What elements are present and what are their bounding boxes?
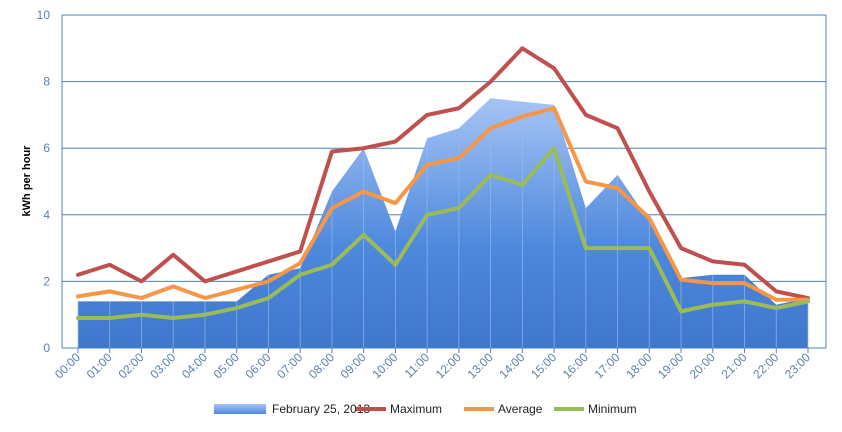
legend-swatch-0 bbox=[214, 404, 266, 414]
x-tick-label-9: 09:00 bbox=[338, 350, 369, 381]
y-tick-label-4: 8 bbox=[43, 75, 50, 89]
x-tick-label-15: 15:00 bbox=[528, 350, 559, 381]
area-series-0 bbox=[78, 98, 808, 348]
x-tick-label-16: 16:00 bbox=[560, 350, 591, 381]
x-tick-label-5: 05:00 bbox=[211, 350, 242, 381]
x-tick-label-22: 22:00 bbox=[750, 350, 781, 381]
legend-label-1: Maximum bbox=[390, 402, 442, 416]
x-tick-label-0: 00:00 bbox=[52, 350, 83, 381]
y-axis-ticks: 0 2 4 6 8 10 bbox=[37, 8, 51, 355]
x-tick-label-17: 17:00 bbox=[592, 350, 623, 381]
line-series-1 bbox=[76, 46, 810, 301]
x-tick-label-18: 18:00 bbox=[623, 350, 654, 381]
y-tick-label-5: 10 bbox=[37, 8, 51, 22]
x-tick-label-10: 10:00 bbox=[369, 350, 400, 381]
y-tick-label-3: 6 bbox=[43, 141, 50, 155]
y-tick-label-1: 2 bbox=[43, 274, 50, 288]
y-axis-label: kWh per hour bbox=[21, 145, 33, 217]
x-axis-ticks: 00:00 01:00 02:00 03:00 04:00 05:00 06:00 07:00… bbox=[52, 350, 813, 381]
x-tick-label-12: 12:00 bbox=[433, 350, 464, 381]
x-tick-label-8: 08:00 bbox=[306, 350, 337, 381]
line-series-3 bbox=[76, 146, 810, 321]
area-series-layer bbox=[78, 98, 808, 348]
legend-label-3: Minimum bbox=[588, 402, 637, 416]
y-tick-label-2: 4 bbox=[43, 208, 50, 222]
x-tick-label-14: 14:00 bbox=[496, 350, 527, 381]
x-tick-label-1: 01:00 bbox=[84, 350, 115, 381]
x-tick-label-13: 13:00 bbox=[465, 350, 496, 381]
line-series-layer bbox=[76, 46, 810, 321]
x-tick-label-20: 20:00 bbox=[687, 350, 718, 381]
y-tick-label-0: 0 bbox=[43, 341, 50, 355]
legend-label-2: Average bbox=[498, 402, 543, 416]
line-series-2 bbox=[76, 106, 810, 302]
x-tick-label-11: 11:00 bbox=[402, 350, 433, 381]
legend: February 25, 2013 Maximum Average Minimum bbox=[214, 402, 637, 416]
x-tick-label-21: 21:00 bbox=[719, 350, 750, 381]
x-tick-label-19: 19:00 bbox=[655, 350, 686, 381]
x-tick-label-2: 02:00 bbox=[115, 350, 146, 381]
x-tick-label-6: 06:00 bbox=[242, 350, 273, 381]
x-tick-label-4: 04:00 bbox=[179, 350, 210, 381]
x-tick-label-7: 07:00 bbox=[274, 350, 305, 381]
x-tick-label-23: 23:00 bbox=[782, 350, 813, 381]
x-tick-label-3: 03:00 bbox=[147, 350, 178, 381]
axes bbox=[61, 15, 827, 353]
legend-label-0: February 25, 2013 bbox=[272, 402, 370, 416]
